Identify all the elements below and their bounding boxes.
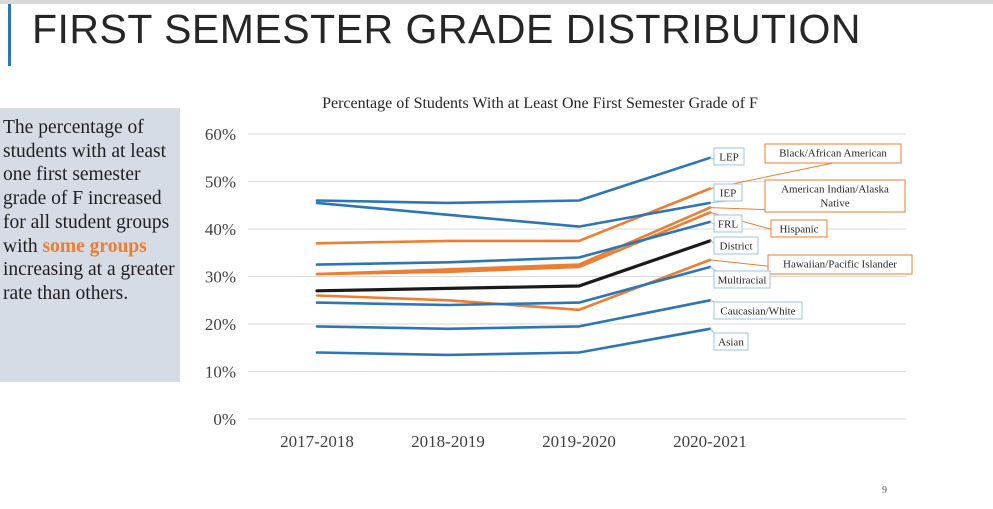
series-label: FRL xyxy=(718,219,738,231)
series-line xyxy=(315,220,712,266)
page-number: 9 xyxy=(882,485,887,496)
series-label-box xyxy=(713,270,771,289)
series-label: Asian xyxy=(718,337,744,349)
series-line xyxy=(315,187,712,245)
series-label-box xyxy=(713,147,745,166)
y-tick-label: 20% xyxy=(205,315,236,334)
title-accent-bar xyxy=(8,4,11,66)
series-label: Hawaiian/Pacific Islander xyxy=(783,259,897,271)
y-tick-label: 10% xyxy=(205,363,236,382)
chart-title: Percentage of Students With at Least One… xyxy=(322,95,758,112)
series-label-box xyxy=(770,219,828,238)
y-tick-label: 50% xyxy=(205,173,236,192)
series-label: Black/African American xyxy=(779,148,887,160)
series-label: Hispanic xyxy=(779,224,818,236)
series-line xyxy=(315,239,712,293)
sidebar-text-after: increasing at a greater rate than others… xyxy=(3,259,175,304)
sidebar-highlight: some groups xyxy=(42,235,147,257)
series-label-box xyxy=(713,183,743,202)
series-label: Caucasian/White xyxy=(720,306,795,318)
series-label: IEP xyxy=(720,188,737,200)
series-label-box xyxy=(764,143,902,164)
series-label-box xyxy=(713,214,743,233)
series-label-box xyxy=(767,254,913,275)
series-line xyxy=(315,265,712,307)
series-line xyxy=(315,298,712,331)
y-tick-label: 30% xyxy=(205,268,236,287)
sidebar-panel xyxy=(0,108,180,382)
series-line xyxy=(315,327,712,357)
series-line xyxy=(315,156,712,205)
x-tick-label: 2020-2021 xyxy=(673,432,747,451)
series-line xyxy=(315,201,712,228)
x-tick-label: 2018-2019 xyxy=(411,432,485,451)
y-tick-label: 0% xyxy=(213,410,236,429)
slide-title: FIRST SEMESTER GRADE DISTRIBUTION xyxy=(32,6,861,52)
top-rule xyxy=(0,0,993,4)
series-label: District xyxy=(720,241,753,253)
sidebar-text-before: The percentage of students with at least… xyxy=(3,117,170,257)
series-label-box xyxy=(713,332,749,351)
series-label: Multiracial xyxy=(718,275,767,287)
series-label: LEP xyxy=(719,152,739,164)
series-label-box xyxy=(764,179,906,213)
x-tick-label: 2017-2018 xyxy=(280,432,354,451)
series-label: American Indian/Alaska Native xyxy=(781,184,889,210)
x-tick-label: 2019-2020 xyxy=(542,432,616,451)
series-label-box xyxy=(713,236,759,255)
y-tick-label: 60% xyxy=(205,125,236,144)
y-tick-label: 40% xyxy=(205,220,236,239)
sidebar-text: The percentage of students with at least… xyxy=(3,116,175,306)
series-label-box xyxy=(713,301,803,320)
